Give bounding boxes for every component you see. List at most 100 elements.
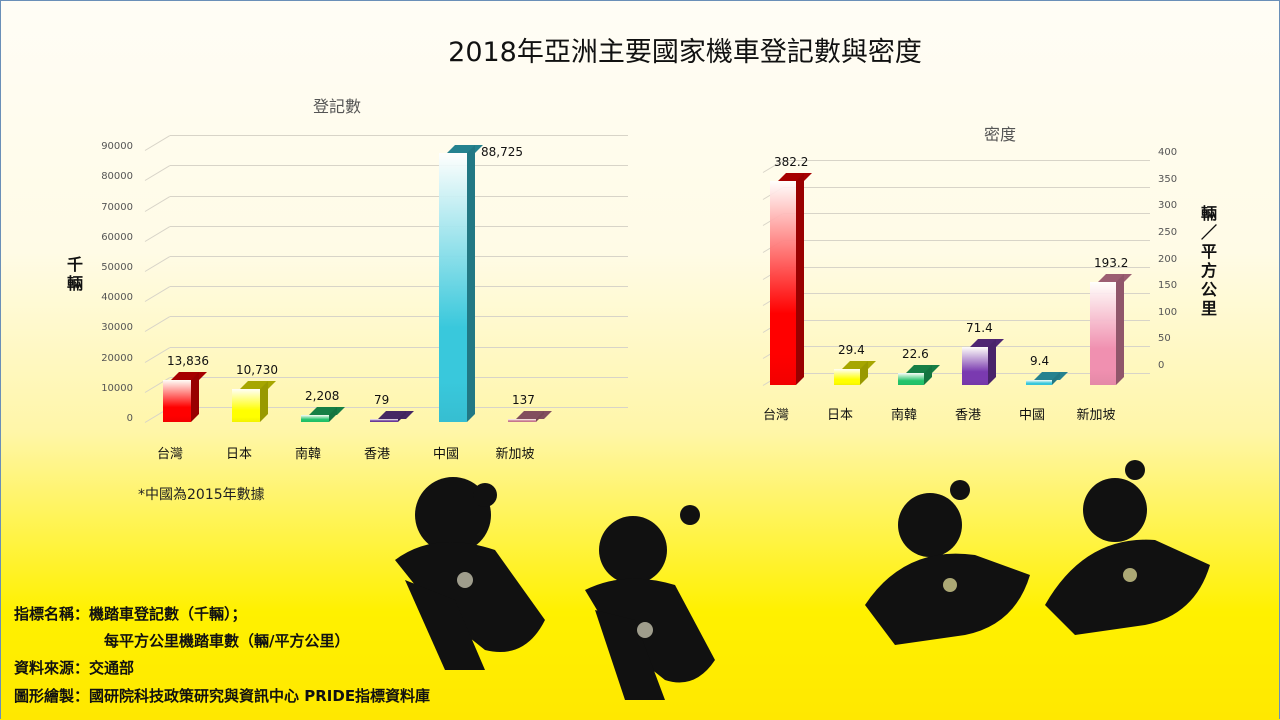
y-axis-label: 千輛 (66, 255, 83, 293)
indicator-row: 指標名稱：機踏車登記數（千輛）； (14, 603, 247, 624)
data-label: 88,725 (481, 145, 523, 159)
data-label: 79 (374, 393, 390, 407)
chart-title: 密度 (984, 125, 1017, 144)
gridline (783, 319, 1150, 321)
y-tick-label: 50000 (101, 262, 133, 273)
x-category-label: 台灣 (156, 447, 184, 462)
bar-front (898, 372, 924, 385)
y-tick-label: 70000 (101, 201, 133, 213)
bar-front (1090, 281, 1116, 385)
data-label: 193.2 (1094, 255, 1129, 270)
bar-日本 (834, 361, 876, 385)
source-value: 交通部 (89, 659, 135, 677)
y-tick-label: 100 (1158, 306, 1178, 318)
y-tick-label: 40000 (101, 292, 133, 304)
bar-front (370, 419, 398, 422)
source-label: 資料來源： (14, 659, 90, 677)
gridline (783, 160, 1150, 162)
y-axis-label: 輛／平方公里 (1200, 204, 1217, 318)
x-category-label: 香港 (363, 447, 391, 462)
data-label: 9.4 (1030, 353, 1050, 368)
bar-台灣 (163, 372, 207, 422)
gridline (170, 286, 628, 288)
bar-新加坡 (508, 411, 552, 422)
bar-日本 (232, 381, 276, 422)
bar-front (508, 419, 536, 422)
gridline (170, 256, 628, 257)
gridline (170, 135, 628, 137)
data-label: 71.4 (966, 320, 993, 335)
bar-side (467, 145, 475, 422)
source-row: 資料來源：交通部 (14, 657, 134, 678)
bar-front (232, 389, 260, 422)
y-tick-label: 250 (1158, 227, 1178, 238)
maker-label: 圖形繪製： (14, 687, 90, 705)
indicator-value: 機踏車登記數（千輛）； (89, 605, 247, 623)
x-category-label: 中國 (432, 447, 460, 462)
gridline (783, 186, 1150, 188)
footnote: *中國為2015年數據 (138, 487, 265, 503)
x-category-label: 香港 (954, 408, 982, 423)
bar-side (988, 338, 996, 385)
bar-台灣 (770, 173, 812, 385)
indicator-value-2: 每平方公里機踏車數（輛/平方公里） (104, 632, 350, 650)
y-tick-label: 400 (1158, 147, 1178, 159)
bar-front (770, 181, 796, 385)
bar-南韓 (301, 407, 345, 422)
maker-value: 國研院科技政策研究與資訊中心 PRIDE指標資料庫 (89, 687, 431, 705)
y-tick-label: 300 (1158, 200, 1178, 212)
y-tick-label: 350 (1158, 173, 1178, 185)
gridline (783, 293, 1150, 295)
bar-中國 (439, 145, 483, 422)
slide-title: 2018年亞洲主要國家機車登記數與密度 (448, 37, 922, 68)
data-label: 29.4 (838, 343, 865, 358)
x-category-label: 新加坡 (1076, 408, 1116, 423)
data-label: 22.6 (902, 346, 929, 361)
y-tick-label: 20000 (101, 352, 133, 364)
bar-front (962, 346, 988, 385)
gridline (170, 346, 628, 348)
chart-title: 登記數 (313, 97, 362, 116)
bar-side (191, 372, 199, 422)
bar-front (163, 380, 191, 422)
data-label: 10,730 (236, 363, 278, 378)
bar-side (796, 173, 804, 385)
data-label: 2,208 (305, 389, 340, 404)
bar-front (834, 369, 860, 385)
x-category-label: 台灣 (762, 408, 790, 423)
y-tick-label: 80000 (101, 171, 133, 183)
y-tick-label: 200 (1158, 253, 1178, 265)
y-tick-label: 90000 (101, 141, 133, 153)
x-category-label: 南韓 (890, 408, 918, 423)
x-category-label: 日本 (826, 408, 854, 423)
bar-front (1026, 379, 1052, 385)
y-tick-label: 150 (1158, 280, 1178, 292)
bar-front (301, 415, 329, 422)
y-tick-label: 30000 (101, 322, 133, 334)
motorcycle-rider-graphic-2 (865, 460, 1210, 645)
motorcycle-rider-graphic (395, 477, 715, 700)
x-category-label: 日本 (225, 447, 253, 462)
y-tick-label: 50 (1158, 333, 1171, 345)
x-category-label: 中國 (1018, 408, 1046, 423)
indicator-row-2: 每平方公里機踏車數（輛/平方公里） (104, 630, 349, 651)
gridline (170, 225, 628, 227)
gridline (170, 316, 628, 318)
gridline (170, 376, 628, 378)
gridline (783, 266, 1150, 268)
bar-香港 (370, 411, 414, 422)
y-tick-label: 60000 (101, 231, 133, 243)
gridline (170, 195, 628, 197)
gridline (783, 213, 1150, 215)
x-category-label: 南韓 (294, 447, 322, 462)
y-tick-label: 0 (126, 413, 133, 424)
gridline (170, 407, 628, 408)
bar-front (439, 153, 467, 422)
bar-南韓 (898, 364, 940, 385)
gridline (783, 240, 1150, 241)
data-label: 13,836 (167, 354, 209, 369)
bar-中國 (1026, 371, 1068, 385)
bar-新加坡 (1090, 273, 1132, 385)
data-label: 137 (512, 393, 535, 407)
bar-side (1116, 273, 1124, 385)
